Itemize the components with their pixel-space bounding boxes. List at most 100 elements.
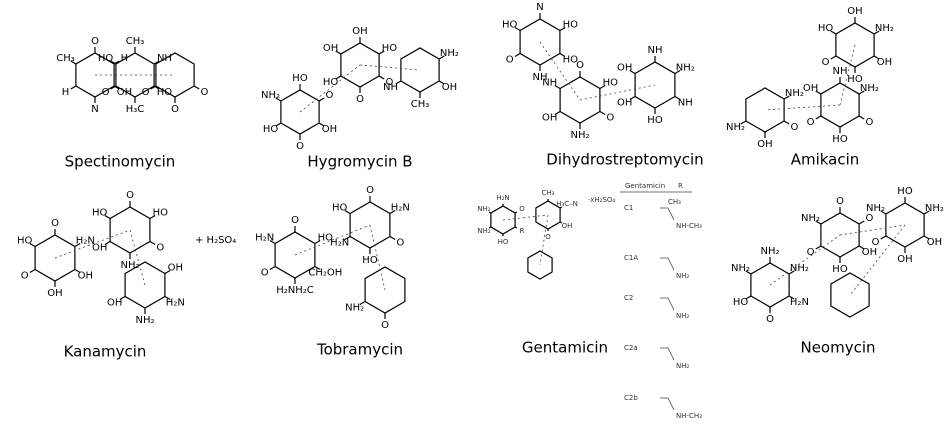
atom-label: O — [872, 237, 880, 248]
atom-label: NH — [833, 66, 848, 77]
table-header: Gentamicin — [625, 182, 665, 190]
bond — [858, 115, 865, 120]
row-label: C1 — [624, 204, 633, 212]
bond — [149, 214, 156, 220]
molecule-name: Amikacin — [791, 151, 860, 169]
atom-label: OH — [617, 98, 632, 109]
atom-label: OH — [352, 26, 367, 37]
atom-label: O — [51, 218, 59, 229]
atom-label: O — [156, 243, 164, 254]
atom-label: NH₂ — [925, 203, 944, 214]
atom-label: O — [506, 55, 514, 66]
bond — [275, 97, 282, 102]
bond — [359, 300, 366, 306]
bond — [488, 226, 492, 229]
atom-label: NH — [157, 53, 172, 64]
bond — [74, 268, 81, 274]
atom-label: HO — [292, 73, 308, 84]
atom-label: NH — [678, 98, 693, 109]
row-label: C2b — [624, 394, 638, 402]
atom-label: NH₂ — [760, 246, 779, 257]
atom-label: OH — [897, 254, 912, 265]
bond — [783, 95, 790, 100]
atom-label: NH₂ — [731, 263, 750, 274]
linkage — [839, 44, 856, 106]
bond — [389, 235, 396, 241]
atom-label: HO — [157, 87, 173, 98]
bond — [335, 50, 342, 55]
row-label: C2 — [624, 294, 633, 302]
bond — [269, 239, 276, 245]
atom-label: OH — [617, 63, 632, 74]
molecule-name: Dihydrostreptomycin — [546, 151, 703, 169]
table-header: R — [678, 182, 683, 190]
molecule-name: Tobramycin — [316, 341, 403, 359]
bond — [674, 95, 681, 101]
bond — [438, 80, 445, 85]
bond — [554, 110, 561, 116]
atom-label: NH₂ — [345, 303, 364, 314]
linkage — [764, 104, 841, 111]
atom-label: O — [807, 247, 815, 258]
atom-label: H₃C — [126, 104, 145, 115]
atom-label: H₃C–N — [556, 200, 578, 208]
bond — [344, 235, 351, 241]
substituent — [660, 347, 675, 361]
atom-label: O — [822, 57, 830, 68]
bond — [554, 84, 561, 90]
bond — [815, 90, 822, 95]
atom-label: NH₂ — [801, 213, 820, 224]
atom-label: R — [520, 227, 525, 235]
substituent — [660, 257, 675, 271]
atom-label: HO — [17, 236, 33, 247]
linkage — [54, 229, 131, 259]
atom-label: OH — [322, 124, 337, 135]
atom-label: OH — [542, 113, 557, 124]
atom-label: H₂N — [255, 233, 274, 244]
atom-label: OH — [927, 237, 942, 248]
atom-label: O — [126, 190, 134, 201]
atom-label: HO — [563, 20, 579, 31]
bond — [858, 90, 865, 95]
bond — [745, 270, 752, 275]
atom-label: O — [545, 233, 551, 241]
atom-label: OH — [562, 222, 573, 230]
atom-label: CH₃ — [542, 189, 555, 197]
atom-label: HO — [847, 74, 863, 85]
bond — [559, 26, 566, 32]
bond — [29, 268, 36, 274]
atom-label: H₂N — [166, 298, 185, 309]
atom-label: OH — [847, 6, 862, 17]
atom-label: NH₂ — [676, 63, 695, 74]
atom-label: OH — [757, 139, 772, 150]
linkage — [839, 224, 906, 236]
bond — [629, 95, 636, 101]
atom-label: CH₃ — [126, 36, 145, 47]
atom-label: NH — [542, 78, 557, 89]
atom-label: HO — [502, 20, 518, 31]
substituent-group: NH-CH₃ — [676, 412, 702, 420]
substituent — [660, 297, 675, 311]
atom-label: HO — [832, 134, 848, 145]
atom-label: OH — [323, 43, 338, 54]
linkage — [294, 224, 371, 256]
atom-label: NH₂ — [860, 83, 879, 94]
linkage — [769, 234, 841, 286]
atom-label: O — [142, 87, 150, 98]
atom-label: HO — [323, 77, 339, 88]
bond — [599, 110, 606, 116]
atom-label: H₂N — [76, 236, 95, 247]
atom-label: O — [807, 117, 815, 128]
atom-label: OH — [168, 263, 183, 274]
bond — [378, 50, 385, 55]
substituent-group: NH₂ — [676, 362, 690, 370]
bond — [104, 214, 111, 220]
atom-label: OH — [107, 298, 122, 309]
atom-label: NH₂ — [790, 263, 809, 274]
bond — [559, 52, 566, 58]
atom-label: O — [766, 314, 774, 325]
atom-label: O — [366, 185, 374, 196]
atom-label: O — [356, 94, 364, 105]
atom-label: O — [866, 117, 874, 128]
atom-label: O — [396, 238, 404, 249]
